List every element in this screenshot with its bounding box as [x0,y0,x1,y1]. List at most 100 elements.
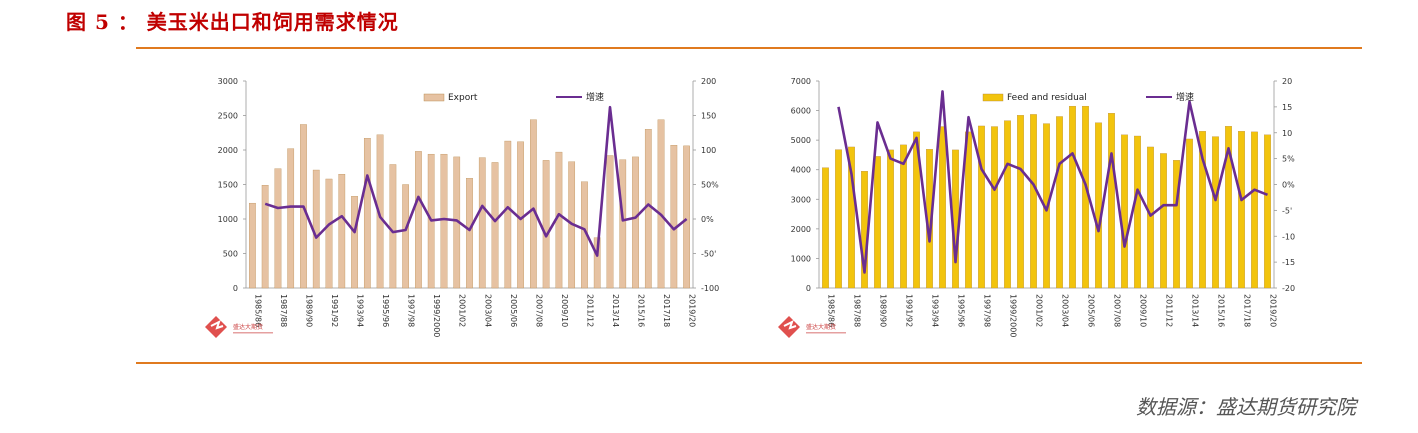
page-title: 图 5 ： 美玉米出口和饲用需求情况 [66,10,399,34]
x-tick-label: 1993/94 [356,294,365,327]
y-left-tick-label: 1000 [791,254,811,263]
bar [1225,126,1232,289]
bar [900,144,907,289]
y-left-tick-label: 3000 [218,77,238,86]
watermark-logo-icon [778,316,800,338]
x-tick-label: 2013/14 [611,294,620,327]
bar [606,155,614,289]
bar [887,149,894,289]
bar [670,145,678,289]
y-right-tick-label: -20 [1282,284,1295,293]
watermark-logo-mark-icon [783,320,797,330]
y-left-tick-label: 1000 [218,215,238,224]
y-right-tick-label: 0% [701,215,714,224]
bar [542,160,550,289]
bar [1030,114,1037,289]
bar [402,184,409,289]
bar [1160,153,1167,289]
x-tick-label: 1995/96 [957,294,966,327]
bar [249,202,256,289]
bar [991,126,998,289]
watermark-logo-mark-icon [210,320,224,330]
bar [1199,131,1206,289]
bar [376,134,384,289]
y-right-tick-label: 20 [1282,77,1292,86]
bar [939,126,946,289]
y-right-tick-label: -50' [701,250,716,259]
bar [504,140,512,289]
legend-line-label: 增速 [586,91,604,103]
x-tick-label: 1989/90 [304,294,313,327]
x-tick-label: 2019/20 [688,294,697,327]
bar [683,145,690,289]
bar [657,119,665,289]
y-left-tick-label: 4000 [791,166,811,175]
bar [363,138,371,289]
y-right-tick-label: 50% [701,181,719,190]
bar [978,125,985,289]
bar [1173,160,1180,289]
y-left-tick-label: 6000 [791,107,811,116]
x-tick-label: 2003/04 [483,294,492,327]
bar [1238,131,1245,289]
legend-line-label: 增速 [1176,91,1194,103]
x-tick-label: 1997/98 [983,294,992,327]
x-tick-label: 1989/90 [879,294,888,327]
x-tick-label: 2005/06 [509,294,518,327]
y-left-tick-label: 3000 [791,195,811,204]
bar [530,119,537,289]
watermark-subline [806,332,846,334]
y-right-tick-label: -100 [701,284,719,293]
bar [619,159,627,289]
x-tick-label: 1985/86 [253,294,262,327]
bar [389,164,397,289]
x-tick-label: 2007/08 [1113,294,1122,327]
legend-bar-label: Feed and residual [1007,93,1087,103]
bar [1134,135,1141,289]
bar [415,151,422,289]
x-tick-label: 2009/10 [560,294,569,327]
bar [1017,115,1024,289]
watermark-text: 盛达大期货 [806,323,836,331]
x-tick-label: 2013/14 [1191,294,1200,327]
x-tick-label: 2001/02 [458,294,467,327]
y-right-tick-label: 5% [1282,155,1295,164]
bar [1056,116,1063,289]
top-rule [136,47,1362,49]
y-left-tick-label: 2000 [218,146,238,155]
y-left-tick-label: 500 [223,250,238,259]
bar [1069,105,1076,289]
x-tick-label: 2011/12 [585,294,594,327]
bar [274,168,282,289]
x-tick-label: 1991/92 [905,294,914,327]
bar [478,157,486,289]
y-right-tick-label: 10 [1282,129,1292,138]
bar [1108,113,1115,289]
x-tick-label: 1999/2000 [432,294,441,337]
y-left-tick-label: 1500 [218,181,238,190]
bar [913,131,920,289]
bottom-rule [136,362,1362,364]
watermark-logo-icon [205,316,227,338]
x-tick-label: 2015/16 [637,294,646,327]
x-tick-label: 2003/04 [1061,294,1070,327]
y-left-tick-label: 2500 [218,112,238,121]
bar [1186,138,1193,289]
bar [822,167,829,289]
legend-bar-swatch [982,93,1004,102]
legend-bar-swatch [423,93,445,102]
bar [1147,146,1154,289]
bar [1095,122,1102,289]
bar [1212,136,1219,289]
y-right-tick-label: 0% [1282,181,1295,190]
legend-bar-label: Export [448,93,478,103]
x-tick-label: 1999/2000 [1009,294,1018,337]
x-tick-label: 1985/86 [827,294,836,327]
y-right-tick-label: 150 [701,112,716,121]
bar [632,156,639,289]
x-tick-label: 2015/16 [1217,294,1226,327]
bar [325,178,333,289]
bar [491,162,499,289]
bar [351,196,358,289]
